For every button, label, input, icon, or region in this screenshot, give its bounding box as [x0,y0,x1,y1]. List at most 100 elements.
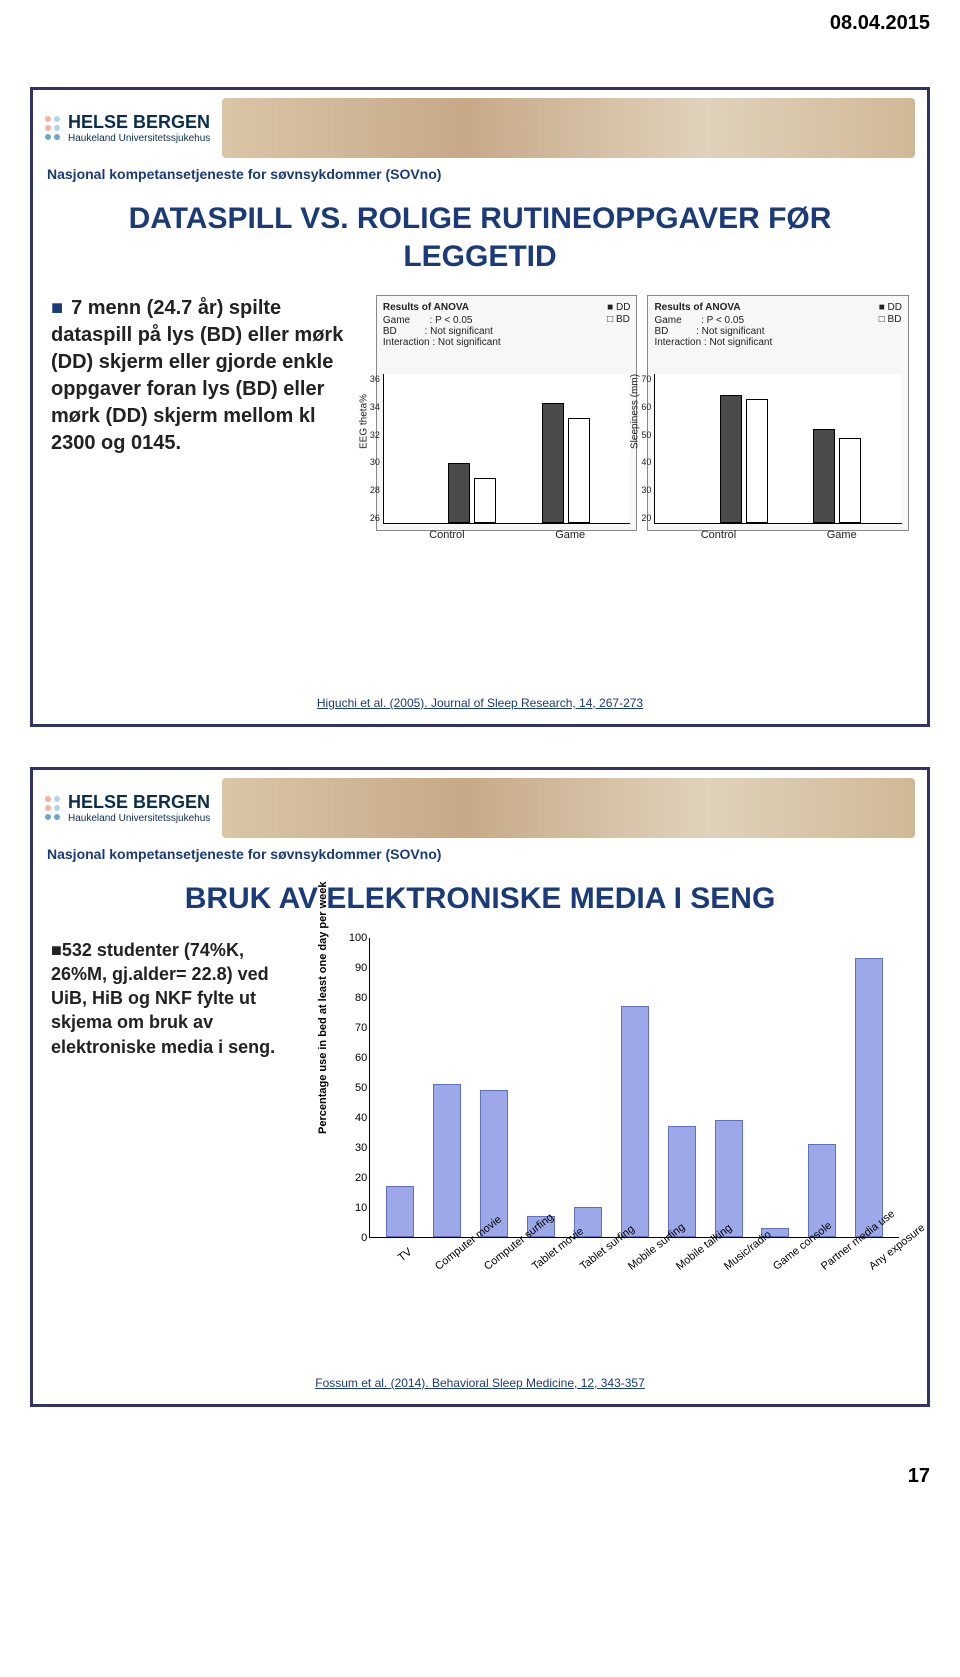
bc2-ytick: 40 [345,1112,367,1124]
bc2-bar-6 [668,1126,696,1237]
sovno-line-2: Nasjonal kompetansetjeneste for søvnsykd… [33,842,927,862]
slide2-title: BRUK AV ELEKTRONISKE MEDIA I SENG [33,862,927,928]
slide-header: HELSE BERGEN Haukeland Universitetssjuke… [33,90,927,162]
bar-group-game [542,403,592,523]
bc2-bar-7 [715,1120,743,1237]
logo-sub-text: Haukeland Universitetssjukehus [68,133,210,144]
page-number: 17 [0,1447,960,1512]
slide-header-2: HELSE BERGEN Haukeland Universitetssjuke… [33,770,927,842]
sleepiness-panel: Results of ANOVA Game : P < 0.05 BD : No… [647,295,909,531]
bc2-ytick: 30 [345,1142,367,1154]
legend-2-bd: □ BD [879,314,902,326]
ytick: 30 [364,457,380,467]
ytick: 28 [364,485,380,495]
xtick: Control [701,529,736,541]
anova-line-1a: Game : P < 0.05 [383,315,631,326]
bc2-ytick: 50 [345,1082,367,1094]
legend-1: ■ DD □ BD [607,302,630,326]
bc2-ytick: 70 [345,1022,367,1034]
bc2-xticks: TVComputer movieComputer surfingTablet m… [369,1240,899,1318]
bc2-ytick: 60 [345,1052,367,1064]
bc2-ytick: 90 [345,962,367,974]
bc2-ytick: 0 [345,1232,367,1244]
bc2-plot-area [369,938,899,1238]
header-photo-strip-2 [222,778,915,838]
bc2-ytick: 20 [345,1172,367,1184]
anova-line-1c: Interaction : Not significant [383,337,631,348]
logo-sub-text-2: Haukeland Universitetssjukehus [68,813,210,824]
bar-control-dd-2 [720,395,742,523]
page-date: 08.04.2015 [0,0,960,47]
anova-title-2: Results of ANOVA [654,302,902,313]
ytick: 20 [635,513,651,523]
eeg-plot-area: EEG theta% 36 34 32 30 28 26 [383,374,631,524]
slide1-citation: Higuchi et al. (2005). Journal of Sleep … [33,696,927,710]
legend-2-dd: ■ DD [879,302,902,314]
ytick: 36 [364,374,380,384]
media-usage-chart: Percentage use in bed at least one day p… [321,938,909,1318]
bc2-ylabel: Percentage use in bed at least one day p… [317,881,329,1134]
sleepiness-yticks: 70 60 50 40 30 20 [635,374,651,523]
ytick: 26 [364,513,380,523]
header-photo-strip [222,98,915,158]
legend-2: ■ DD □ BD [879,302,902,326]
slide2-bullet: ■532 studenter (74%K, 26%M, gj.alder= 22… [51,938,291,1318]
anova-line-2b: BD : Not significant [654,326,902,337]
logo-main-text-2: HELSE BERGEN [68,792,210,813]
bc2-ytick: 80 [345,992,367,1004]
ytick: 70 [635,374,651,384]
bar-game-dd-2 [813,429,835,523]
bc2-bar-0 [386,1186,414,1237]
slide-2: HELSE BERGEN Haukeland Universitetssjuke… [30,767,930,1407]
ytick: 50 [635,430,651,440]
bar-control-dd [448,463,470,523]
slide2-citation: Fossum et al. (2014). Behavioral Sleep M… [33,1376,927,1390]
slide1-bullet-text: 7 menn (24.7 år) spilte dataspill på lys… [51,297,343,454]
bc2-bar-1 [433,1084,461,1236]
bullet-square-icon-2: ■ [51,940,62,960]
slide2-body: ■532 studenter (74%K, 26%M, gj.alder= 22… [33,928,927,1336]
bc2-ytick: 100 [345,932,367,944]
bullet-square-icon: ■ [51,297,63,319]
logo-dots-icon-2 [45,796,60,820]
logo-helse-bergen-2: HELSE BERGEN Haukeland Universitetssjuke… [45,792,210,824]
bc2-yticks: 1009080706050403020100 [345,932,367,1244]
bc2-bar-10 [855,958,883,1236]
sleepiness-xticks: Control Game [655,529,902,541]
xtick: Control [429,529,464,541]
anova-line-1b: BD : Not significant [383,326,631,337]
slide-1: HELSE BERGEN Haukeland Universitetssjuke… [30,87,930,727]
bar-group-control-2 [720,395,770,523]
logo-helse-bergen: HELSE BERGEN Haukeland Universitetssjuke… [45,112,210,144]
anova-title-1: Results of ANOVA [383,302,631,313]
bc2-bars [370,938,899,1237]
slide1-bullet: ■7 menn (24.7 år) spilte dataspill på ly… [51,295,360,531]
slide2-bullet-text: 532 studenter (74%K, 26%M, gj.alder= 22.… [51,940,275,1057]
logo-dots-icon [45,116,60,140]
anova-line-2c: Interaction : Not significant [654,337,902,348]
ytick: 60 [635,402,651,412]
ytick: 30 [635,485,651,495]
xtick: Game [555,529,585,541]
slide1-title: DATASPILL VS. ROLIGE RUTINEOPPGAVER FØR … [33,182,927,285]
sovno-line: Nasjonal kompetansetjeneste for søvnsykd… [33,162,927,182]
bar-group-control [448,463,498,523]
bar-control-bd [474,478,496,523]
ytick: 34 [364,402,380,412]
legend-1-bd: □ BD [607,314,630,326]
ytick: 32 [364,430,380,440]
xtick: Game [827,529,857,541]
bar-game-bd [568,418,590,523]
bc2-bar-5 [621,1006,649,1236]
bar-group-game-2 [813,429,863,523]
eeg-theta-panel: Results of ANOVA Game : P < 0.05 BD : No… [376,295,638,531]
bar-game-bd-2 [839,438,861,523]
sleepiness-plot-area: Sleepiness (mm) 70 60 50 40 30 20 [654,374,902,524]
eeg-xticks: Control Game [384,529,631,541]
logo-main-text: HELSE BERGEN [68,112,210,133]
eeg-yticks: 36 34 32 30 28 26 [364,374,380,523]
bar-control-bd-2 [746,399,768,523]
slide1-body: ■7 menn (24.7 år) spilte dataspill på ly… [33,285,927,549]
bar-game-dd [542,403,564,523]
slide1-charts: Results of ANOVA Game : P < 0.05 BD : No… [376,295,909,531]
